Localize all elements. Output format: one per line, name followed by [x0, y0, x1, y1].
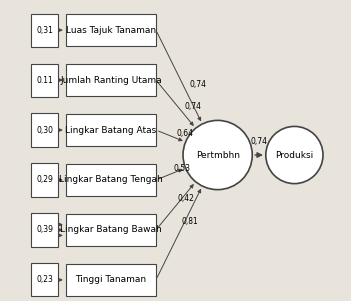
Text: 0,74: 0,74 [189, 80, 206, 89]
FancyBboxPatch shape [31, 113, 58, 147]
Text: Pertmbhn: Pertmbhn [196, 150, 240, 160]
Text: 0,23: 0,23 [36, 275, 53, 284]
Text: Lingkar Batang Tengah: Lingkar Batang Tengah [59, 175, 163, 185]
Text: 0,42: 0,42 [178, 194, 195, 203]
Text: 0,74: 0,74 [251, 137, 267, 146]
FancyBboxPatch shape [66, 214, 156, 246]
FancyBboxPatch shape [31, 64, 58, 97]
Text: Luas Tajuk Tanaman: Luas Tajuk Tanaman [66, 26, 156, 35]
FancyBboxPatch shape [31, 14, 58, 47]
Text: Tinggi Tanaman: Tinggi Tanaman [75, 275, 146, 284]
Text: 0,29: 0,29 [36, 175, 53, 185]
Text: 0,30: 0,30 [36, 126, 53, 135]
Text: 0,53: 0,53 [173, 164, 191, 173]
Circle shape [183, 120, 252, 190]
Text: 0,39: 0,39 [36, 225, 53, 234]
Text: 0,74: 0,74 [185, 102, 202, 111]
Text: Lingkar Batang Bawah: Lingkar Batang Bawah [60, 225, 162, 234]
FancyBboxPatch shape [66, 164, 156, 196]
Text: 0,64: 0,64 [177, 129, 194, 138]
Text: Lingkar Batang Atas: Lingkar Batang Atas [65, 126, 157, 135]
Text: Jumlah Ranting Utama: Jumlah Ranting Utama [60, 76, 161, 85]
Text: Produksi: Produksi [275, 150, 313, 160]
FancyBboxPatch shape [31, 163, 58, 197]
FancyBboxPatch shape [66, 264, 156, 296]
Text: 0,31: 0,31 [36, 26, 53, 35]
FancyBboxPatch shape [66, 14, 156, 46]
FancyBboxPatch shape [66, 64, 156, 96]
FancyBboxPatch shape [66, 114, 156, 146]
Text: 0.11: 0.11 [36, 76, 53, 85]
FancyBboxPatch shape [31, 263, 58, 296]
FancyBboxPatch shape [31, 213, 58, 247]
Text: 0,81: 0,81 [181, 217, 198, 226]
Circle shape [266, 126, 323, 184]
